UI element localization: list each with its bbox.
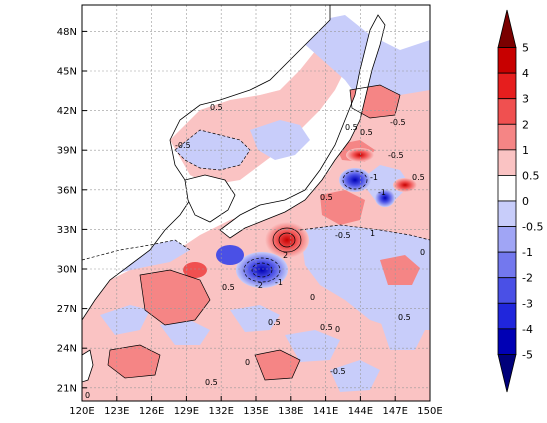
colorbar-segment <box>497 9 517 48</box>
colorbar-level-label: 4 <box>522 67 529 80</box>
colorbar-level-label: -4 <box>522 323 533 336</box>
colorbar-segment <box>497 123 517 151</box>
contour-label: -2 <box>255 281 263 290</box>
colorbar-level-label: 1 <box>522 144 529 157</box>
contour-label: -1 <box>378 188 386 197</box>
contour-label: 0 <box>420 248 425 257</box>
latitude-axis: 21N 24N 27N 30N 33N 36N 39N 42N 45N 48N <box>57 27 87 394</box>
contour-label: 0.5 <box>412 173 425 182</box>
lat-tick-label: 45N <box>57 67 77 78</box>
map-panel: -0.5 0.5 -0.5 0.5 -1 -1 0.5 0.5 -0.5 0.5… <box>81 4 431 402</box>
colorbar-level-label: -5 <box>522 348 533 361</box>
lon-tick-label: 123E <box>104 406 129 417</box>
colorbar-level-label: -3 <box>522 297 533 310</box>
anomaly-field: -0.5 0.5 -0.5 0.5 -1 -1 0.5 0.5 -0.5 0.5… <box>82 5 430 401</box>
colorbar-level-label: 0 <box>522 195 529 208</box>
colorbar-segment <box>497 277 517 304</box>
contour-label: -0.5 <box>335 231 351 240</box>
contour-label: 0 <box>85 391 90 400</box>
colorbar-segment <box>497 149 517 176</box>
colorbar-level-label: 3 <box>522 93 529 106</box>
lat-tick-label: 21N <box>57 383 77 394</box>
contour-lines <box>82 84 430 381</box>
colorbar-segment <box>497 98 517 125</box>
contour-label: 0.5 <box>320 323 333 332</box>
taiwan-land <box>82 349 94 383</box>
colorbar-segment <box>497 72 517 100</box>
lat-tick-label: 36N <box>57 185 77 196</box>
contour-label: 0 <box>245 358 250 367</box>
contour-label: 0 <box>335 325 340 334</box>
lat-tick-label: 27N <box>57 304 77 315</box>
contour-label: 0.5 <box>210 103 223 112</box>
lon-tick-label: 132E <box>208 406 233 417</box>
contour-label: -0.5 <box>390 118 406 127</box>
contour-label: 0.5 <box>360 128 373 137</box>
contour-label: 2 <box>283 251 288 260</box>
lon-tick-label: 138E <box>278 406 303 417</box>
contour-label: -1 <box>275 278 283 287</box>
korean-peninsula-land <box>184 174 236 223</box>
contour-label: 0.5 <box>345 123 358 132</box>
contour-label: 0.5 <box>398 313 411 322</box>
lat-tick-label: 33N <box>57 225 77 236</box>
contour-label: -0.5 <box>388 151 404 160</box>
colorbar: 5 4 3 2 1 0.5 0 -0.5 -1 -2 -3 -4 -5 <box>497 9 543 393</box>
lat-tick-label: 24N <box>57 344 77 355</box>
contour-label: 0 <box>310 293 315 302</box>
colorbar-level-label: -0.5 <box>522 221 543 234</box>
contour-label: -0.5 <box>175 141 191 150</box>
colorbar-level-label: 0.5 <box>522 169 540 182</box>
colorbar-segment <box>497 200 517 227</box>
colorbar-segment <box>497 251 517 279</box>
colorbar-level-label: -1 <box>522 246 533 259</box>
contour-label: 0.5 <box>268 318 281 327</box>
colorbar-segment <box>497 328 517 355</box>
colorbar-level-label: -2 <box>522 272 533 285</box>
lon-tick-label: 126E <box>139 406 164 417</box>
japan-land <box>219 14 386 239</box>
lat-tick-label: 48N <box>57 27 77 38</box>
colorbar-segment <box>497 175 517 202</box>
colorbar-segment <box>497 354 517 393</box>
contour-label: -0.5 <box>330 367 346 376</box>
lon-tick-label: 129E <box>174 406 199 417</box>
lon-tick-label: 150E <box>417 406 442 417</box>
contour-label-group: -0.5 0.5 -0.5 0.5 -1 -1 0.5 0.5 -0.5 0.5… <box>85 103 425 400</box>
colorbar-segment <box>497 302 517 330</box>
colorbar-level-label: 2 <box>522 118 529 131</box>
lon-tick-label: 120E <box>69 406 94 417</box>
map-grid <box>82 5 430 401</box>
lon-tick-label: 147E <box>382 406 407 417</box>
contour-label: 1 <box>370 229 375 238</box>
lon-tick-label: 141E <box>313 406 338 417</box>
contour-label: 0.5 <box>205 378 218 387</box>
lon-tick-label: 135E <box>243 406 268 417</box>
lat-tick-label: 39N <box>57 146 77 157</box>
lat-tick-label: 30N <box>57 265 77 276</box>
longitude-axis: 120E 123E 126E 129E 132E 135E 138E 141E 144E 147E… <box>69 396 443 417</box>
colorbar-segment <box>497 226 517 253</box>
lat-tick-label: 42N <box>57 106 77 117</box>
contour-label: 0.5 <box>320 193 333 202</box>
asia-mainland-land <box>82 5 331 321</box>
colorbar-segment <box>497 47 517 74</box>
contour-label: 0.5 <box>222 283 235 292</box>
lon-tick-label: 144E <box>348 406 373 417</box>
contour-label: -1 <box>370 173 378 182</box>
colorbar-level-label: 5 <box>522 42 529 55</box>
